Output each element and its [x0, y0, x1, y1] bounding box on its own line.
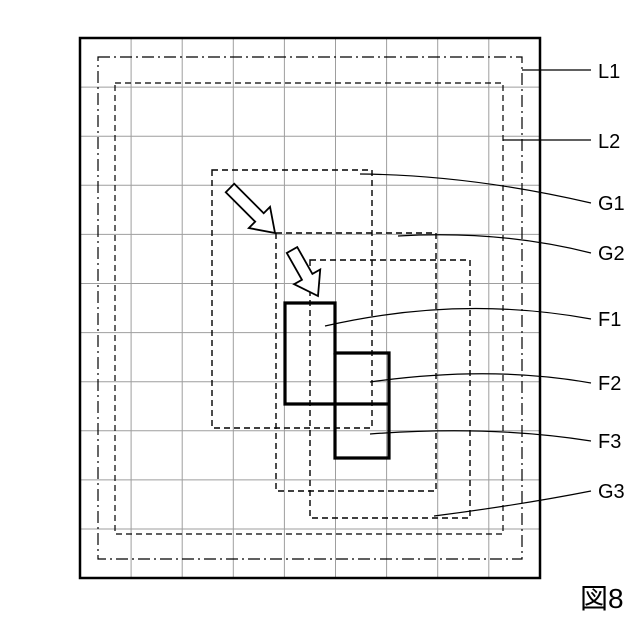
- label-G2: G2: [598, 243, 625, 265]
- label-F3: F3: [598, 431, 621, 453]
- region-G1: [212, 170, 372, 428]
- patent-figure: L1 L2 G1 G2 F1 F2 F3 G3 図8: [0, 0, 640, 625]
- label-F2: F2: [598, 373, 621, 395]
- leader-lines: [325, 70, 591, 516]
- region-L2: [115, 83, 503, 534]
- f-shape-divisions: [335, 353, 389, 404]
- arrow-1: [219, 177, 285, 243]
- label-G3: G3: [598, 481, 625, 503]
- label-L2: L2: [598, 131, 620, 153]
- figure-caption: 図8: [580, 583, 624, 614]
- label-L1: L1: [598, 61, 620, 83]
- f-shape-outline: [285, 303, 389, 458]
- arrow-2: [279, 243, 331, 304]
- label-G1: G1: [598, 193, 625, 215]
- label-F1: F1: [598, 309, 621, 331]
